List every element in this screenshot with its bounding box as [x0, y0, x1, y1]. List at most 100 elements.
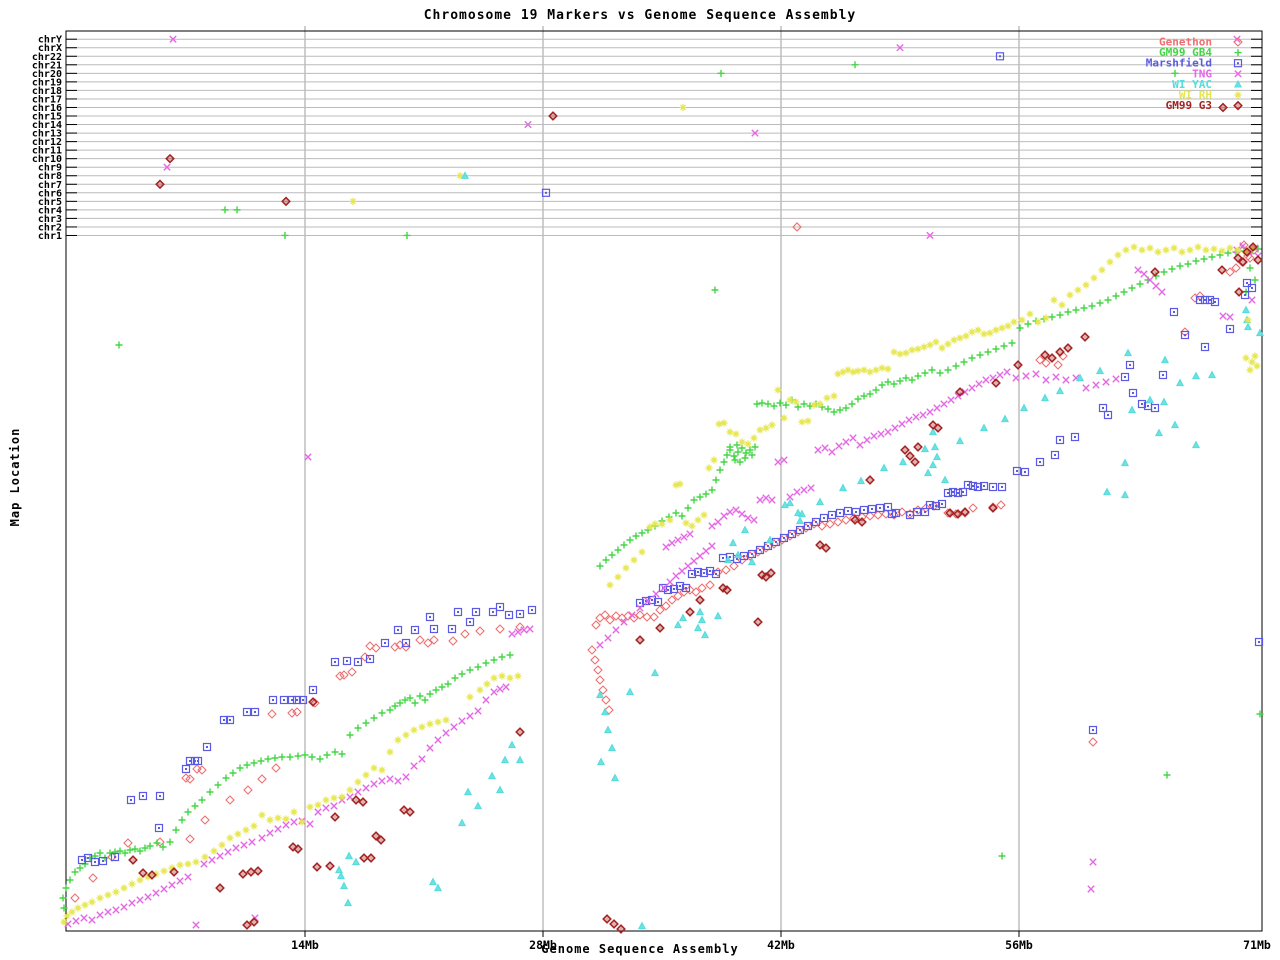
data-point	[201, 853, 209, 861]
data-point	[968, 354, 976, 362]
data-point	[380, 638, 390, 648]
data-point	[1134, 266, 1142, 274]
data-point	[495, 624, 505, 634]
chrom-label: chr12	[32, 137, 62, 148]
chrom-label: chr21	[32, 60, 62, 71]
data-point	[1163, 771, 1171, 779]
data-point	[940, 475, 950, 484]
data-point	[786, 396, 794, 404]
data-point	[714, 518, 722, 526]
data-point	[282, 815, 290, 823]
data-point	[708, 522, 716, 530]
data-point	[841, 515, 851, 525]
data-point	[197, 765, 207, 775]
data-point	[652, 590, 660, 598]
data-point	[418, 755, 426, 763]
data-point	[756, 426, 764, 434]
data-point	[722, 585, 732, 595]
data-point	[339, 881, 349, 890]
data-point	[330, 657, 340, 667]
data-point	[66, 876, 74, 884]
data-point	[875, 503, 885, 513]
data-point	[605, 615, 615, 625]
data-point	[673, 620, 683, 629]
data-point	[1026, 310, 1034, 318]
data-point	[471, 607, 481, 617]
chrom-label: chr7	[38, 180, 62, 191]
data-point	[891, 508, 901, 518]
data-point	[1012, 466, 1022, 476]
data-point	[268, 695, 278, 705]
data-point	[474, 707, 482, 715]
data-point	[756, 496, 764, 504]
data-point	[144, 873, 152, 881]
data-point	[466, 666, 474, 674]
data-point	[165, 153, 175, 164]
legend-label: GM99 G3	[1166, 99, 1212, 112]
data-point	[1055, 435, 1065, 445]
data-point	[720, 512, 728, 520]
data-point	[697, 583, 707, 593]
data-point	[325, 861, 335, 871]
data-point	[126, 795, 136, 805]
chrom-label: chr17	[32, 94, 62, 105]
data-point	[1150, 267, 1160, 277]
data-point	[1008, 339, 1016, 347]
data-point	[710, 456, 718, 464]
data-point	[658, 583, 668, 593]
data-point	[155, 791, 165, 801]
data-point	[905, 451, 915, 461]
data-point	[310, 698, 320, 708]
data-point	[1248, 242, 1258, 252]
data-point	[635, 610, 645, 620]
data-point	[878, 364, 886, 372]
data-point	[301, 751, 309, 759]
data-point	[720, 458, 728, 466]
data-point	[673, 591, 683, 601]
data-point	[72, 917, 80, 925]
data-point	[432, 686, 440, 694]
data-point	[330, 794, 338, 802]
data-point	[465, 617, 475, 627]
data-point	[451, 674, 459, 682]
chrom-label: chr1	[38, 231, 62, 242]
data-point	[1106, 258, 1114, 266]
data-point	[111, 848, 119, 856]
data-point	[642, 612, 652, 622]
data-point	[112, 906, 120, 914]
data-point	[923, 468, 933, 477]
data-point	[193, 756, 203, 766]
data-point	[842, 404, 850, 412]
data-point	[762, 424, 770, 432]
data-point	[339, 670, 349, 680]
data-point	[925, 500, 935, 510]
data-point	[761, 572, 771, 582]
chrom-label: chr20	[32, 69, 62, 80]
data-point	[816, 400, 824, 408]
data-point	[126, 846, 134, 854]
data-point	[405, 807, 415, 817]
data-point	[955, 436, 965, 445]
data-point	[524, 120, 532, 129]
data-point	[955, 387, 965, 397]
data-point	[460, 629, 470, 639]
data-point	[1186, 246, 1194, 254]
data-point	[898, 420, 906, 428]
data-point	[890, 380, 898, 388]
data-point	[1226, 244, 1234, 252]
data-point	[496, 685, 504, 693]
data-point	[914, 372, 922, 380]
data-point	[136, 847, 144, 855]
data-point	[390, 642, 400, 652]
data-point	[371, 643, 381, 653]
data-point	[112, 888, 120, 896]
data-point	[185, 774, 195, 784]
data-point	[712, 476, 720, 484]
data-point	[411, 699, 419, 707]
data-point	[762, 494, 770, 502]
data-point	[1208, 253, 1216, 261]
data-point	[1137, 399, 1147, 409]
data-point	[681, 583, 691, 593]
data-point	[96, 894, 104, 902]
